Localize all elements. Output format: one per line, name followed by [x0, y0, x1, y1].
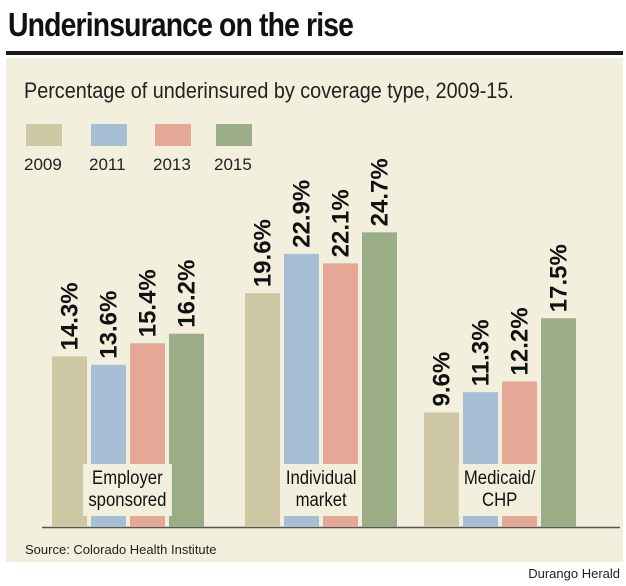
legend-swatch-2015 — [216, 124, 252, 146]
category-label-line: CHP — [481, 490, 517, 511]
data-label-2013-cat1: 22.1% — [328, 189, 355, 257]
category-label-line: Medicaid/ — [463, 468, 535, 489]
data-label-2011-cat1: 22.9% — [289, 180, 316, 248]
bar-2009-cat0 — [52, 356, 87, 527]
category-label-line: Employer — [91, 468, 163, 489]
credit: Durango Herald — [528, 566, 620, 581]
data-label-2011-cat0: 13.6% — [96, 291, 123, 359]
legend-label-2009: 2009 — [24, 155, 62, 174]
data-label-2011-cat2: 11.3% — [468, 319, 495, 386]
category-label-0: Employer sponsored — [82, 464, 172, 516]
legend-swatch-2013 — [155, 124, 191, 146]
data-label-2009-cat0: 14.3% — [57, 282, 84, 350]
data-label-2013-cat2: 12.2% — [507, 307, 534, 375]
bar-2015-cat1 — [362, 232, 397, 528]
category-label-line: Individual — [285, 468, 357, 489]
bar-2015-cat0 — [169, 333, 204, 527]
chart-subtitle: Percentage of underinsured by coverage t… — [24, 78, 514, 103]
category-label-line: market — [295, 490, 347, 511]
data-label-2013-cat0: 15.4% — [135, 269, 162, 337]
headline: Underinsurance on the rise — [8, 6, 354, 43]
data-label-2015-cat0: 16.2% — [174, 260, 201, 328]
category-label-1: Individual market — [280, 464, 362, 516]
data-label-2015-cat2: 17.5% — [546, 244, 573, 312]
data-label-2009-cat2: 9.6% — [429, 352, 456, 407]
bar-2009-cat1 — [245, 293, 280, 527]
legend-label-2011: 2011 — [89, 155, 126, 174]
data-label-2015-cat1: 24.7% — [367, 158, 394, 226]
legend-swatch-2011 — [91, 124, 127, 146]
data-label-2009-cat1: 19.6% — [250, 219, 277, 287]
category-label-line: sponsored — [87, 490, 166, 511]
legend-swatch-2009 — [26, 124, 62, 146]
bar-2015-cat2 — [541, 318, 576, 527]
headline-rule — [6, 51, 623, 55]
legend-label-2015: 2015 — [214, 155, 252, 174]
source-note: Source: Colorado Health Institute — [25, 542, 217, 557]
bar-2009-cat2 — [424, 412, 459, 527]
legend-label-2013: 2013 — [153, 155, 191, 174]
category-label-2: Medicaid/CHP — [458, 464, 541, 516]
